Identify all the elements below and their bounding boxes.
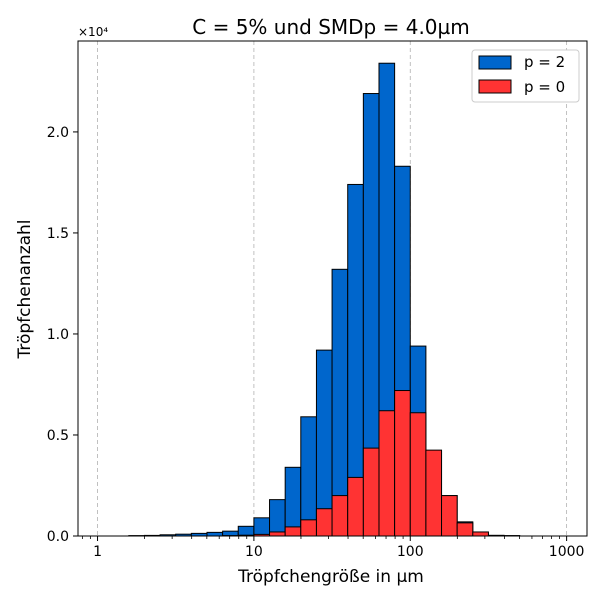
y-tick-label-4: 2.0 (47, 125, 69, 141)
x-tick-label-0: 1 (93, 544, 102, 560)
bar-p0-23 (456, 522, 474, 537)
bar-p0-12 (284, 526, 302, 537)
legend-swatch-p2 (478, 55, 512, 70)
bar-p0-13 (300, 519, 317, 537)
chart-title: C = 5% und SMDp = 4.0µm (192, 15, 469, 39)
y-tick-label-3: 1.5 (47, 226, 69, 242)
y-axis-label: Tröpfchenanzahl (15, 219, 35, 359)
bar-p0-17 (362, 447, 380, 537)
bar-p0-24 (472, 531, 489, 537)
axis-ticks: 1 10 100 1000 0.0 0.5 1.0 1.5 2.0 (47, 125, 585, 560)
legend: p = 2 p = 0 (471, 49, 580, 103)
legend-label-p0: p = 0 (524, 78, 565, 96)
bar-p0-20 (409, 412, 427, 537)
x-axis-label: Tröpfchengröße in µm (237, 567, 424, 587)
x-tick-label-1: 10 (245, 544, 263, 560)
bar-p2-14 (315, 349, 333, 537)
y-tick-label-0: 0.0 (47, 529, 69, 545)
bar-p0-21 (425, 449, 443, 537)
legend-swatch-p0 (478, 79, 512, 94)
bar-p2-7 (206, 531, 224, 537)
bar-p2-11 (269, 499, 286, 537)
y-offset-label: ×10⁴ (78, 25, 108, 39)
bar-p2-9 (237, 525, 255, 537)
legend-label-p2: p = 2 (524, 53, 565, 71)
bar-p2-12 (284, 466, 302, 537)
x-tick-label-2: 100 (397, 544, 424, 560)
bar-p0-14 (315, 508, 333, 537)
bar-p0-22 (441, 495, 458, 537)
bar-p0-11 (269, 531, 286, 537)
bar-p0-19 (394, 390, 411, 537)
bar-p0-16 (347, 476, 364, 537)
histogram-bars (128, 62, 521, 537)
x-tick-label-3: 1000 (549, 544, 585, 560)
plot-frame (77, 40, 588, 537)
bar-p2-13 (300, 416, 317, 537)
bar-p0-15 (331, 495, 349, 537)
y-tick-label-1: 0.5 (47, 428, 69, 444)
bar-p0-18 (378, 410, 396, 537)
y-tick-label-2: 1.0 (47, 327, 69, 343)
bar-p2-10 (253, 517, 271, 537)
